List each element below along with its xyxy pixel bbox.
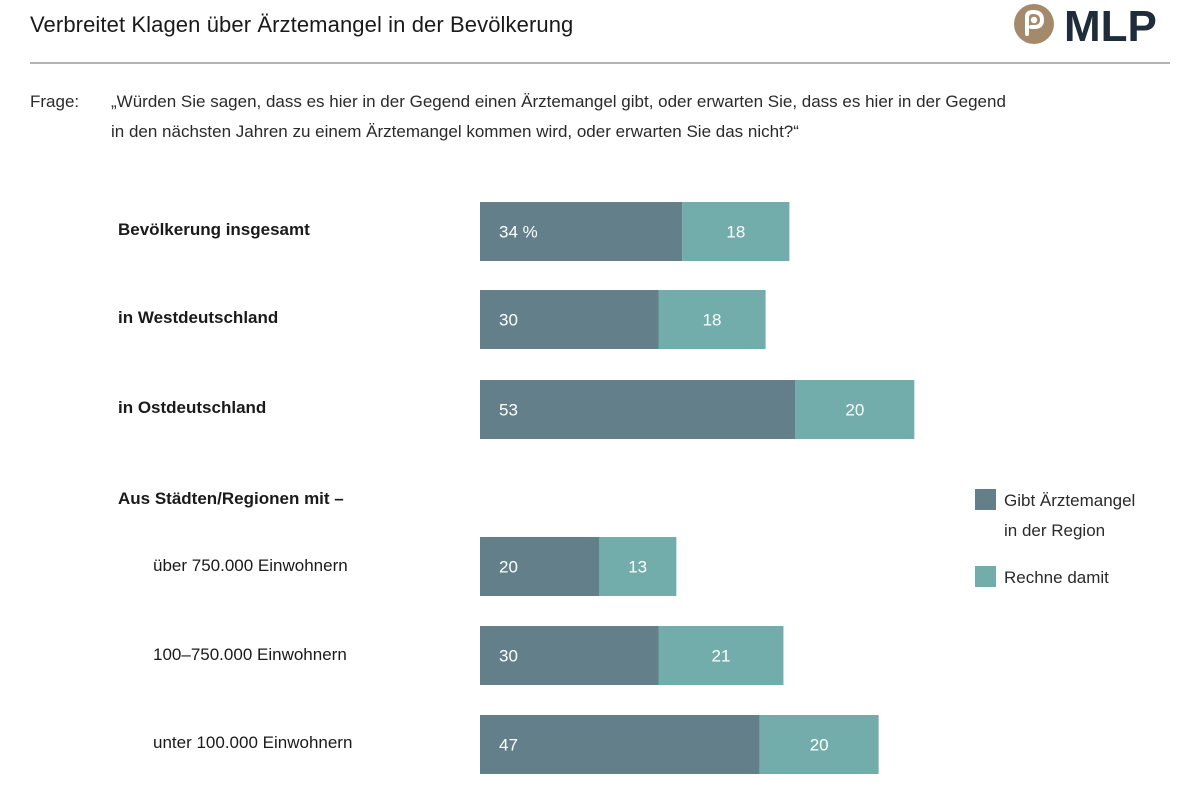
bar-value-label: 47 [499, 736, 518, 755]
bar-segment-series-1 [480, 380, 796, 439]
category-label: in Westdeutschland [118, 308, 279, 327]
bar-segment-series-2 [658, 626, 784, 685]
question-text-line-1: „Würden Sie sagen, dass es hier in der G… [111, 92, 1006, 111]
logo-text: MLP [1064, 2, 1157, 49]
bar-value-label: 21 [712, 647, 731, 666]
bar-segment-series-1 [480, 715, 760, 774]
bar-value-label: 13 [628, 558, 647, 577]
bar-value-label: 30 [499, 647, 518, 666]
category-label: unter 100.000 Einwohnern [153, 733, 353, 752]
bar-segment-series-2 [759, 715, 879, 774]
logo-circle-icon [1014, 4, 1054, 44]
bar-value-label: 20 [499, 558, 518, 577]
group-heading: Aus Städten/Regionen mit – [118, 489, 344, 508]
bar-value-label: 30 [499, 311, 518, 330]
legend-label: Gibt Ärztemangel in der Region [1004, 486, 1135, 546]
bar-value-label: 34 % [499, 223, 538, 242]
mlp-logo: MLP [1014, 2, 1157, 49]
chart-title: Verbreitet Klagen über Ärztemangel in de… [30, 12, 574, 37]
bar-value-label: 53 [499, 401, 518, 420]
bar-value-label: 18 [703, 311, 722, 330]
category-label: Bevölkerung insgesamt [118, 220, 310, 239]
bar-segment-series-1 [480, 290, 659, 349]
category-label: in Ostdeutschland [118, 398, 267, 417]
bar-value-label: 20 [810, 736, 829, 755]
bar-segment-series-2 [682, 202, 790, 261]
bar-value-label: 18 [726, 223, 745, 242]
bar-segment-series-1 [480, 537, 599, 596]
bar-value-label: 20 [845, 401, 864, 420]
category-label: 100–750.000 Einwohnern [153, 645, 347, 664]
category-label: über 750.000 Einwohnern [153, 556, 348, 575]
legend-swatch [975, 489, 996, 510]
legend-swatch [975, 566, 996, 587]
question-label: Frage: [30, 92, 80, 111]
header-divider [30, 62, 1170, 64]
bar-segment-series-2 [658, 290, 766, 349]
legend-label: Rechne damit [1004, 568, 1109, 587]
bar-segment-series-1 [480, 202, 683, 261]
legend-label-line-2: in der Region [1004, 521, 1106, 540]
question-text-line-2: in den nächsten Jahren zu einem Ärzteman… [111, 122, 799, 141]
bar-segment-series-1 [480, 626, 659, 685]
bar-segment-series-2 [599, 537, 677, 596]
bar-segment-series-2 [795, 380, 915, 439]
legend-label-line-1: Gibt Ärztemangel [1004, 491, 1136, 510]
